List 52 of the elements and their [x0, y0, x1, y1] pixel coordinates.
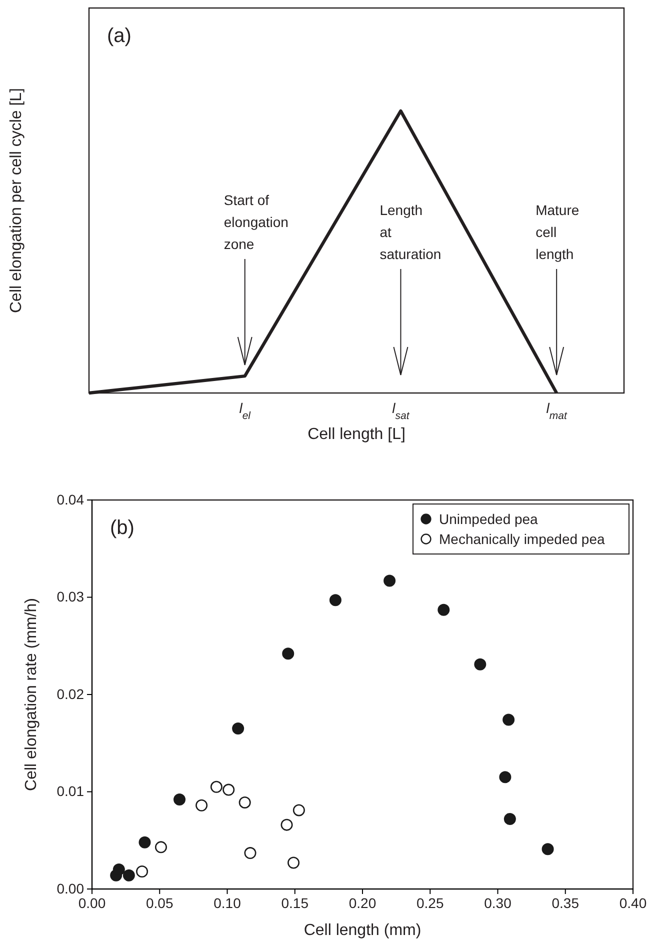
text: (b)	[110, 517, 134, 539]
point	[329, 594, 342, 606]
y-tick-label: 0.04	[56, 491, 84, 508]
annotation: Length at saturation	[380, 202, 442, 262]
x-tick-label: l$_{el}$	[239, 400, 252, 422]
point	[196, 799, 208, 812]
annotation: Start of elongation zone	[224, 192, 288, 252]
point	[474, 658, 486, 670]
point	[244, 847, 256, 860]
y-tick-label: 0.03	[56, 588, 84, 605]
point	[282, 648, 294, 660]
point	[438, 604, 450, 616]
point	[222, 784, 235, 796]
point	[292, 804, 305, 816]
y-tick-label: 0.01	[56, 783, 84, 800]
x-tick-label: 0.25	[416, 894, 444, 911]
x-tick-label: l$_{mat}$	[546, 400, 568, 422]
point	[232, 722, 244, 735]
x-axis-title: Cell length (mm)	[304, 922, 422, 939]
y-tick-label: 0.00	[56, 880, 84, 896]
legend-label: Unimpeded pea	[439, 511, 538, 527]
x-tick-label: l$_{sat}$	[392, 400, 410, 422]
x-tick-label: 0.35	[552, 894, 580, 911]
point	[136, 866, 148, 878]
point	[288, 856, 300, 869]
x-tick-label: 0.30	[484, 894, 512, 911]
legend-label: Mechanically impeded pea	[439, 531, 605, 547]
point	[542, 843, 554, 856]
point	[138, 836, 151, 848]
point	[504, 812, 516, 825]
x-tick-label: 0.15	[281, 894, 309, 911]
x-tick-label: 0.10	[214, 894, 242, 911]
point	[210, 780, 222, 793]
point	[384, 574, 396, 587]
y-axis-title: Cell elongation rate (mm/h)	[23, 598, 40, 791]
x-tick-label: 0.05	[146, 894, 174, 911]
point	[112, 864, 125, 876]
point	[499, 771, 512, 784]
chart-title: (a)	[107, 25, 132, 47]
point	[154, 841, 167, 854]
point	[280, 818, 293, 831]
y-axis-title: Cell elongation per cell cycle [L]	[8, 88, 25, 314]
point	[122, 869, 135, 882]
x-tick-label: 0.40	[619, 894, 647, 911]
point	[238, 796, 251, 808]
point	[174, 794, 186, 806]
x-tick-label: 0.00	[78, 894, 106, 911]
x-tick-label: 0.20	[348, 894, 376, 911]
point	[502, 714, 515, 726]
y-tick-label: 0.02	[56, 686, 84, 702]
x-axis-title: Cell length [L]	[308, 426, 406, 443]
annotation: Mature cell length	[536, 202, 580, 262]
